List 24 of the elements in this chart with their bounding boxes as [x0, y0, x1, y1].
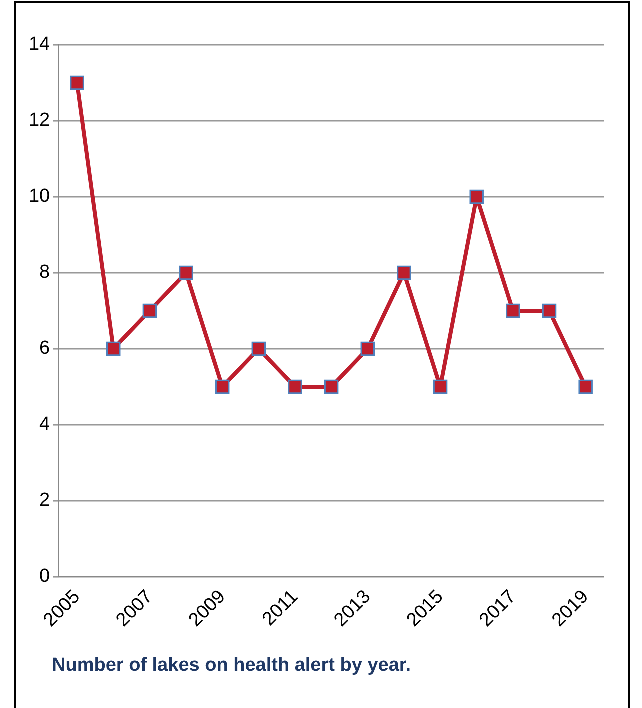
point: [470, 190, 484, 204]
point: [288, 380, 302, 394]
point: [397, 266, 412, 280]
point: [252, 342, 266, 356]
text: Number of lakes on health alert by year.: [52, 655, 412, 677]
y-tick-label: 0: [40, 566, 50, 588]
y-tick-label: 12: [28, 110, 50, 132]
point: [70, 76, 84, 90]
point: [360, 342, 376, 356]
point: [433, 380, 448, 394]
y-tick-label: 6: [40, 338, 50, 360]
point: [179, 266, 194, 280]
y-tick-label: 8: [40, 262, 50, 284]
point: [215, 380, 230, 394]
y-tick-label: 4: [40, 414, 51, 436]
point: [142, 304, 158, 318]
y-tick-label: 2: [40, 490, 50, 512]
point: [542, 304, 557, 318]
point: [578, 380, 593, 394]
y-tick-label: 14: [28, 34, 51, 56]
point: [324, 380, 339, 394]
y-tick-label: 10: [28, 186, 50, 208]
point: [106, 342, 121, 356]
point: [506, 304, 520, 318]
